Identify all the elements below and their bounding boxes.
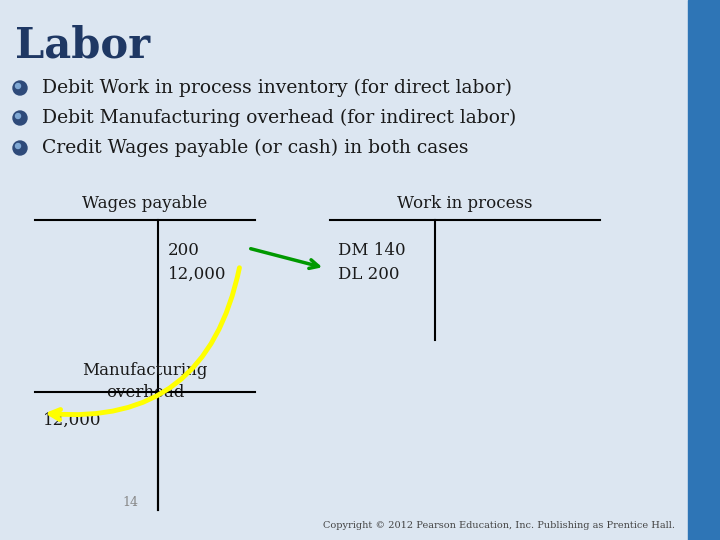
Text: 200: 200 xyxy=(168,242,200,259)
Circle shape xyxy=(16,113,20,118)
Text: Manufacturing
overhead: Manufacturing overhead xyxy=(82,362,207,401)
Text: Wages payable: Wages payable xyxy=(82,195,207,212)
Text: Credit Wages payable (or cash) in both cases: Credit Wages payable (or cash) in both c… xyxy=(42,139,469,157)
Circle shape xyxy=(13,111,27,125)
Circle shape xyxy=(13,81,27,95)
Circle shape xyxy=(13,141,27,155)
Text: 12,000: 12,000 xyxy=(43,412,102,429)
Text: 14: 14 xyxy=(122,496,138,509)
Text: Copyright © 2012 Pearson Education, Inc. Publishing as Prentice Hall.: Copyright © 2012 Pearson Education, Inc.… xyxy=(323,521,675,530)
Text: DL 200: DL 200 xyxy=(338,266,400,283)
Bar xyxy=(688,0,720,540)
Text: Labor: Labor xyxy=(15,24,150,66)
Circle shape xyxy=(16,144,20,149)
Text: Work in process: Work in process xyxy=(397,195,533,212)
Text: 12,000: 12,000 xyxy=(168,266,227,283)
Circle shape xyxy=(16,84,20,89)
Text: Debit Work in process inventory (for direct labor): Debit Work in process inventory (for dir… xyxy=(42,79,512,97)
Text: Debit Manufacturing overhead (for indirect labor): Debit Manufacturing overhead (for indire… xyxy=(42,109,516,127)
Text: DM 140: DM 140 xyxy=(338,242,405,259)
